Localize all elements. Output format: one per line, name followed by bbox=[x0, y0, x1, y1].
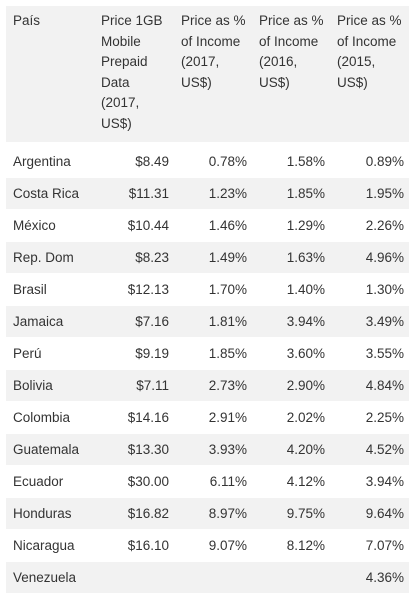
table-row: Nicaragua $16.10 9.07% 8.12% 7.07% bbox=[6, 530, 409, 562]
cell-income-2016: 3.94% bbox=[252, 306, 330, 338]
cell-price: $13.30 bbox=[94, 434, 174, 466]
cell-country: Colombia bbox=[6, 402, 94, 434]
table-row: Venezuela 4.36% bbox=[6, 562, 409, 594]
cell-country: Costa Rica bbox=[6, 178, 94, 210]
cell-income-2017: 1.49% bbox=[174, 242, 252, 274]
cell-income-2017: 6.11% bbox=[174, 466, 252, 498]
cell-country: Perú bbox=[6, 338, 94, 370]
cell-income-2017: 9.07% bbox=[174, 530, 252, 562]
table-row: Bolivia $7.11 2.73% 2.90% 4.84% bbox=[6, 370, 409, 402]
header-income-2016: Price as % of Income (2016, US$) bbox=[252, 6, 330, 146]
cell-price: $16.82 bbox=[94, 498, 174, 530]
header-country: País bbox=[6, 6, 94, 146]
cell-price: $30.00 bbox=[94, 466, 174, 498]
cell-income-2015: 3.94% bbox=[330, 466, 409, 498]
cell-income-2017: 1.23% bbox=[174, 178, 252, 210]
cell-income-2015: 4.36% bbox=[330, 562, 409, 594]
cell-country: Brasil bbox=[6, 274, 94, 306]
cell-country: Jamaica bbox=[6, 306, 94, 338]
cell-country: Nicaragua bbox=[6, 530, 94, 562]
cell-income-2017: 8.97% bbox=[174, 498, 252, 530]
cell-country: Ecuador bbox=[6, 466, 94, 498]
cell-income-2017: 2.91% bbox=[174, 402, 252, 434]
cell-country: Bolivia bbox=[6, 370, 94, 402]
cell-income-2016 bbox=[252, 562, 330, 594]
cell-income-2015: 4.84% bbox=[330, 370, 409, 402]
table-row: Argentina $8.49 0.78% 1.58% 0.89% bbox=[6, 146, 409, 178]
table-row: Jamaica $7.16 1.81% 3.94% 3.49% bbox=[6, 306, 409, 338]
cell-income-2015: 1.95% bbox=[330, 178, 409, 210]
cell-price bbox=[94, 562, 174, 594]
cell-income-2015: 2.25% bbox=[330, 402, 409, 434]
table-row: Ecuador $30.00 6.11% 4.12% 3.94% bbox=[6, 466, 409, 498]
cell-income-2016: 1.40% bbox=[252, 274, 330, 306]
header-income-2015: Price as % of Income (2015, US$) bbox=[330, 6, 409, 146]
cell-income-2015: 1.30% bbox=[330, 274, 409, 306]
table-header: País Price 1GB Mobile Prepaid Data (2017… bbox=[6, 6, 409, 146]
cell-income-2016: 8.12% bbox=[252, 530, 330, 562]
cell-country: México bbox=[6, 210, 94, 242]
cell-income-2017: 0.78% bbox=[174, 146, 252, 178]
table-row: Honduras $16.82 8.97% 9.75% 9.64% bbox=[6, 498, 409, 530]
table-row: Brasil $12.13 1.70% 1.40% 1.30% bbox=[6, 274, 409, 306]
cell-price: $8.49 bbox=[94, 146, 174, 178]
table-row: Perú $9.19 1.85% 3.60% 3.55% bbox=[6, 338, 409, 370]
table-row: Costa Rica $11.31 1.23% 1.85% 1.95% bbox=[6, 178, 409, 210]
cell-country: Rep. Dom bbox=[6, 242, 94, 274]
cell-income-2015: 0.89% bbox=[330, 146, 409, 178]
cell-price: $7.11 bbox=[94, 370, 174, 402]
cell-income-2016: 2.02% bbox=[252, 402, 330, 434]
table-row: Guatemala $13.30 3.93% 4.20% 4.52% bbox=[6, 434, 409, 466]
table-row: Colombia $14.16 2.91% 2.02% 2.25% bbox=[6, 402, 409, 434]
table-row: México $10.44 1.46% 1.29% 2.26% bbox=[6, 210, 409, 242]
cell-income-2017 bbox=[174, 562, 252, 594]
cell-price: $10.44 bbox=[94, 210, 174, 242]
cell-income-2017: 1.70% bbox=[174, 274, 252, 306]
data-table-container: País Price 1GB Mobile Prepaid Data (2017… bbox=[6, 6, 409, 594]
mobile-data-price-table: País Price 1GB Mobile Prepaid Data (2017… bbox=[6, 6, 409, 594]
cell-price: $9.19 bbox=[94, 338, 174, 370]
cell-price: $16.10 bbox=[94, 530, 174, 562]
table-body: Argentina $8.49 0.78% 1.58% 0.89% Costa … bbox=[6, 146, 409, 594]
header-row: País Price 1GB Mobile Prepaid Data (2017… bbox=[6, 6, 409, 146]
header-price-1gb: Price 1GB Mobile Prepaid Data (2017, US$… bbox=[94, 6, 174, 146]
table-row: Rep. Dom $8.23 1.49% 1.63% 4.96% bbox=[6, 242, 409, 274]
cell-price: $8.23 bbox=[94, 242, 174, 274]
header-income-2017: Price as % of Income (2017, US$) bbox=[174, 6, 252, 146]
cell-income-2015: 9.64% bbox=[330, 498, 409, 530]
cell-income-2017: 3.93% bbox=[174, 434, 252, 466]
cell-income-2017: 1.46% bbox=[174, 210, 252, 242]
cell-income-2016: 3.60% bbox=[252, 338, 330, 370]
cell-income-2016: 1.58% bbox=[252, 146, 330, 178]
cell-price: $7.16 bbox=[94, 306, 174, 338]
cell-income-2016: 1.63% bbox=[252, 242, 330, 274]
cell-income-2015: 3.49% bbox=[330, 306, 409, 338]
cell-income-2016: 1.29% bbox=[252, 210, 330, 242]
cell-country: Venezuela bbox=[6, 562, 94, 594]
cell-income-2017: 1.85% bbox=[174, 338, 252, 370]
cell-income-2016: 1.85% bbox=[252, 178, 330, 210]
cell-price: $12.13 bbox=[94, 274, 174, 306]
cell-country: Argentina bbox=[6, 146, 94, 178]
cell-income-2016: 2.90% bbox=[252, 370, 330, 402]
cell-country: Honduras bbox=[6, 498, 94, 530]
cell-country: Guatemala bbox=[6, 434, 94, 466]
cell-income-2015: 3.55% bbox=[330, 338, 409, 370]
cell-income-2015: 4.52% bbox=[330, 434, 409, 466]
cell-income-2017: 2.73% bbox=[174, 370, 252, 402]
cell-income-2016: 4.20% bbox=[252, 434, 330, 466]
cell-income-2016: 9.75% bbox=[252, 498, 330, 530]
cell-income-2015: 4.96% bbox=[330, 242, 409, 274]
cell-price: $14.16 bbox=[94, 402, 174, 434]
cell-income-2015: 7.07% bbox=[330, 530, 409, 562]
cell-income-2017: 1.81% bbox=[174, 306, 252, 338]
cell-income-2015: 2.26% bbox=[330, 210, 409, 242]
cell-income-2016: 4.12% bbox=[252, 466, 330, 498]
cell-price: $11.31 bbox=[94, 178, 174, 210]
